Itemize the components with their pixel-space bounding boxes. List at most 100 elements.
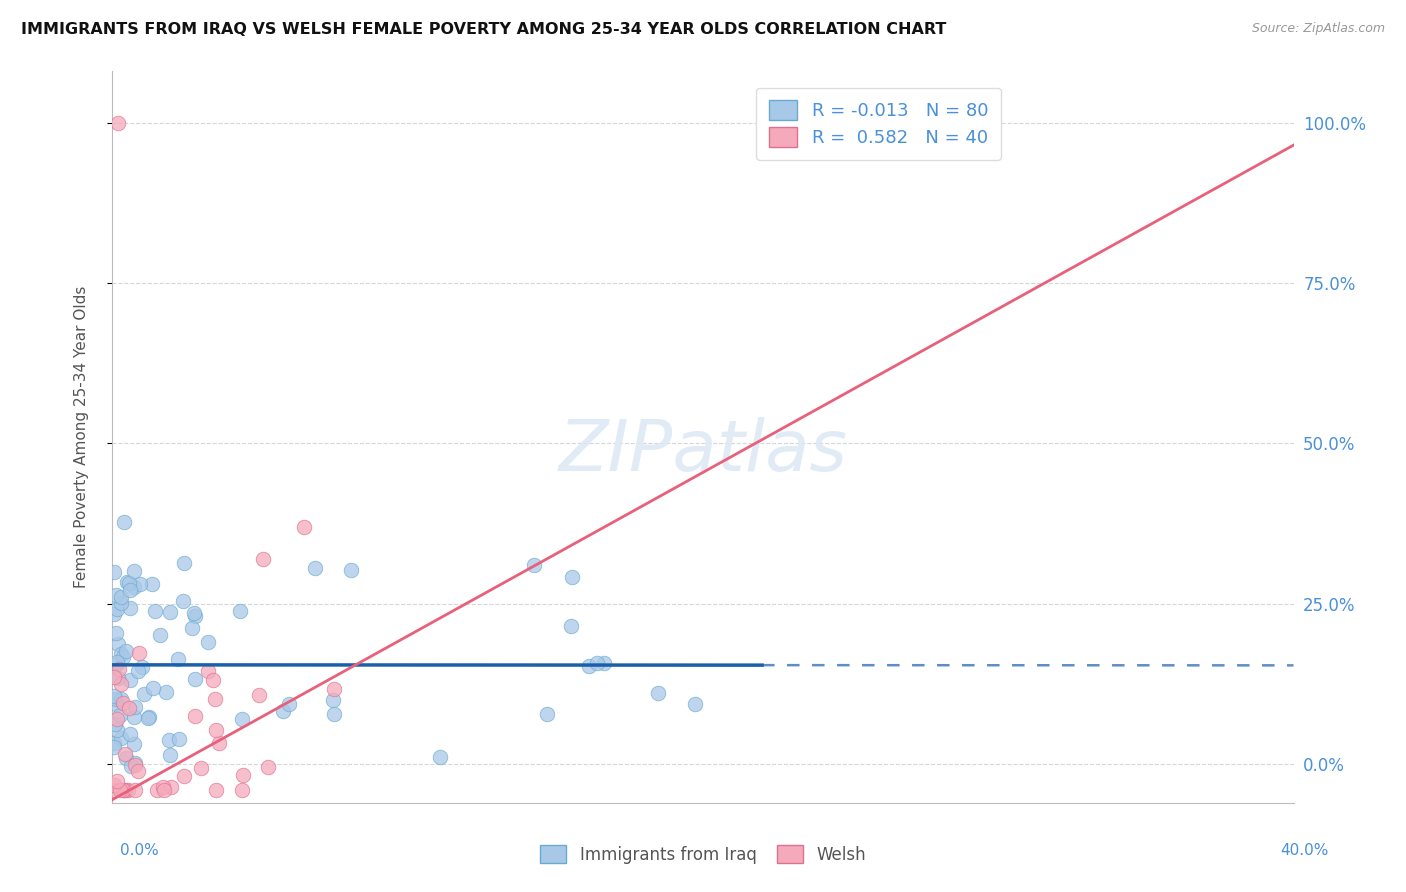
- Point: [104, 588, 127, 602]
- Point: [122, 580, 145, 594]
- Point: [184, 609, 207, 624]
- Point: [105, 692, 128, 706]
- Point: [110, 590, 132, 604]
- Point: [127, 764, 149, 779]
- Text: 40.0%: 40.0%: [1281, 843, 1329, 858]
- Point: [110, 677, 132, 691]
- Point: [103, 689, 125, 703]
- Point: [205, 723, 228, 737]
- Point: [118, 673, 141, 688]
- Point: [103, 736, 125, 750]
- Point: [647, 686, 669, 700]
- Point: [122, 564, 145, 578]
- Point: [204, 692, 226, 706]
- Point: [124, 700, 146, 714]
- Point: [108, 662, 131, 676]
- Point: [127, 664, 149, 678]
- Point: [115, 644, 138, 658]
- Point: [112, 783, 135, 797]
- Point: [167, 731, 190, 746]
- Point: [159, 748, 181, 763]
- Point: [229, 604, 252, 618]
- Point: [128, 577, 150, 591]
- Point: [118, 601, 141, 615]
- Point: [292, 520, 315, 534]
- Text: 0.0%: 0.0%: [120, 843, 159, 858]
- Point: [103, 607, 125, 622]
- Point: [105, 626, 128, 640]
- Point: [138, 710, 160, 724]
- Point: [340, 563, 363, 577]
- Point: [190, 761, 212, 775]
- Point: [523, 558, 546, 572]
- Point: [173, 557, 195, 571]
- Point: [120, 727, 142, 741]
- Point: [103, 740, 125, 755]
- Point: [278, 698, 301, 712]
- Point: [105, 723, 128, 738]
- Legend: R = -0.013   N = 80, R =  0.582   N = 40: R = -0.013 N = 80, R = 0.582 N = 40: [756, 87, 1001, 160]
- Point: [197, 664, 219, 678]
- Point: [232, 767, 254, 781]
- Point: [578, 659, 600, 673]
- Point: [205, 783, 228, 797]
- Point: [153, 783, 176, 797]
- Point: [231, 712, 253, 726]
- Point: [105, 655, 128, 669]
- Point: [149, 628, 172, 642]
- Point: [593, 656, 616, 670]
- Point: [146, 783, 169, 797]
- Point: [304, 560, 326, 574]
- Point: [110, 596, 132, 610]
- Point: [110, 731, 132, 745]
- Point: [585, 656, 607, 670]
- Point: [256, 759, 278, 773]
- Point: [120, 758, 142, 772]
- Point: [173, 769, 195, 783]
- Point: [152, 780, 174, 795]
- Point: [118, 701, 141, 715]
- Point: [132, 688, 155, 702]
- Point: [560, 619, 582, 633]
- Point: [103, 566, 125, 580]
- Text: IMMIGRANTS FROM IRAQ VS WELSH FEMALE POVERTY AMONG 25-34 YEAR OLDS CORRELATION C: IMMIGRANTS FROM IRAQ VS WELSH FEMALE POV…: [21, 22, 946, 37]
- Point: [142, 681, 165, 695]
- Point: [107, 116, 129, 130]
- Point: [115, 751, 138, 765]
- Text: Source: ZipAtlas.com: Source: ZipAtlas.com: [1251, 22, 1385, 36]
- Point: [108, 707, 131, 722]
- Point: [105, 601, 128, 615]
- Point: [110, 692, 132, 706]
- Point: [155, 685, 177, 699]
- Point: [114, 747, 136, 761]
- Point: [110, 783, 132, 797]
- Point: [183, 606, 205, 620]
- Point: [117, 783, 139, 797]
- Point: [131, 660, 153, 674]
- Point: [159, 780, 181, 794]
- Text: ZIPatlas: ZIPatlas: [558, 417, 848, 486]
- Point: [111, 783, 134, 797]
- Point: [122, 709, 145, 723]
- Y-axis label: Female Poverty Among 25-34 Year Olds: Female Poverty Among 25-34 Year Olds: [75, 286, 89, 588]
- Point: [184, 709, 207, 723]
- Point: [141, 577, 163, 591]
- Point: [247, 689, 270, 703]
- Point: [157, 733, 180, 747]
- Point: [114, 783, 136, 797]
- Point: [273, 704, 295, 718]
- Point: [112, 516, 135, 530]
- Point: [103, 778, 125, 792]
- Point: [252, 552, 274, 566]
- Point: [322, 693, 344, 707]
- Point: [112, 650, 135, 665]
- Point: [124, 758, 146, 772]
- Point: [110, 648, 132, 662]
- Legend: Immigrants from Iraq, Welsh: Immigrants from Iraq, Welsh: [533, 838, 873, 871]
- Point: [231, 783, 253, 797]
- Point: [323, 682, 346, 697]
- Point: [202, 673, 225, 687]
- Point: [105, 774, 128, 789]
- Point: [115, 574, 138, 589]
- Point: [322, 707, 344, 722]
